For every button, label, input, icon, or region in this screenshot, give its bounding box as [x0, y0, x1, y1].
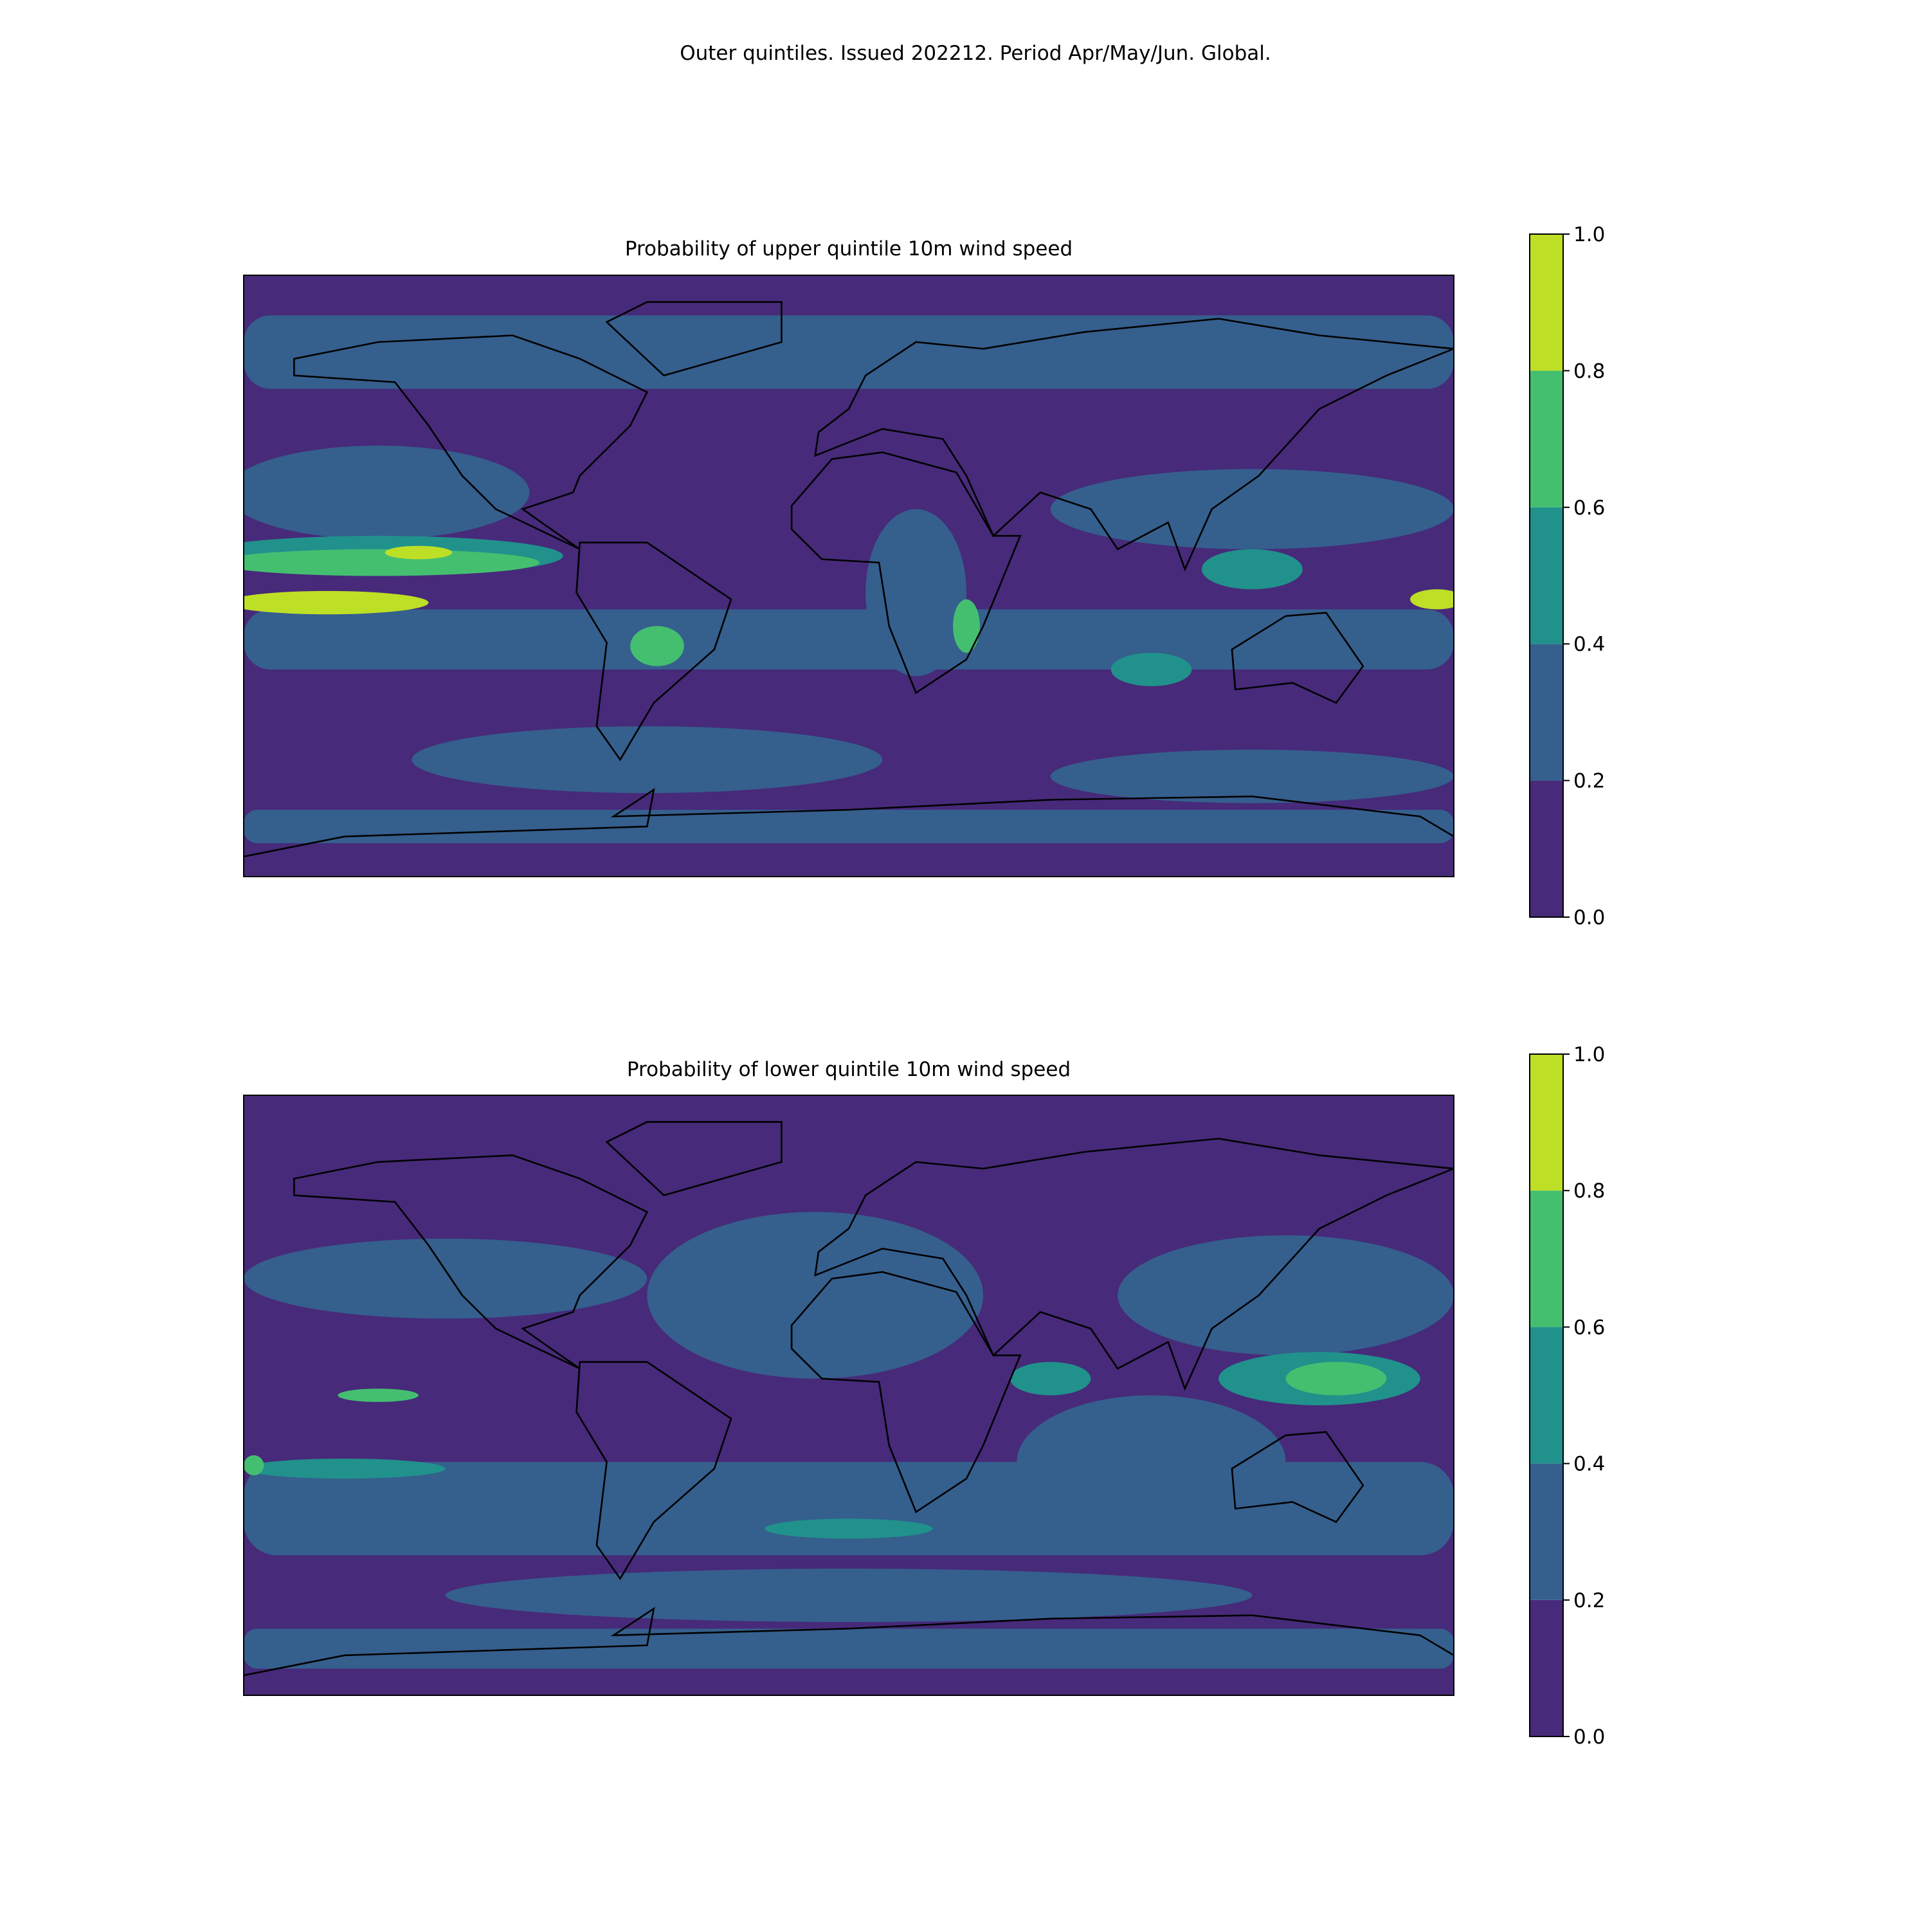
colorbar-level [1530, 370, 1563, 507]
field-band [244, 1362, 1387, 1475]
colorbar-frame [1529, 233, 1564, 918]
colorbar-tick-label: 0.8 [1573, 1180, 1605, 1203]
colorbar-level [1530, 234, 1563, 371]
colorbar-frame [1529, 1053, 1564, 1737]
colorbar-tick-label: 1.0 [1573, 223, 1605, 246]
panel-title: Probability of upper quintile 10m wind s… [625, 237, 1073, 260]
colorbar-tick-label: 0.8 [1573, 360, 1605, 383]
colorbar-tick-label: 0.0 [1573, 906, 1605, 929]
colorbar-level [1530, 507, 1563, 644]
map [244, 275, 1454, 877]
colorbar-level [1530, 1327, 1563, 1464]
colorbar-level [1530, 1463, 1563, 1600]
field-band [244, 549, 980, 666]
colorbar-tick-label: 0.2 [1573, 770, 1605, 793]
field-band [244, 315, 1454, 844]
colorbar-tick-label: 0.4 [1573, 1453, 1605, 1476]
field-band [244, 545, 1454, 615]
colorbar-level [1530, 780, 1563, 917]
colorbar-tick-label: 0.2 [1573, 1589, 1605, 1612]
colorbar-tick-label: 1.0 [1573, 1043, 1605, 1066]
coastline [244, 1121, 1454, 1677]
map-frame [243, 1095, 1454, 1696]
colorbar-level [1530, 1054, 1563, 1191]
colorbar-level [1530, 1599, 1563, 1736]
colorbar-tick-label: 0.6 [1573, 497, 1605, 520]
field-band [244, 1212, 1454, 1669]
figure-title: Outer quintiles. Issued 202212. Period A… [680, 42, 1271, 65]
coastline [244, 301, 1454, 858]
colorbar-tick-label: 0.6 [1573, 1316, 1605, 1339]
map [244, 1095, 1454, 1695]
map-frame [243, 275, 1454, 877]
colorbar-tick-label: 0.4 [1573, 633, 1605, 656]
panel-title: Probability of lower quintile 10m wind s… [627, 1058, 1071, 1081]
colorbar-tick-label: 0.0 [1573, 1726, 1605, 1749]
colorbar-level [1530, 644, 1563, 781]
colorbar-level [1530, 1190, 1563, 1327]
